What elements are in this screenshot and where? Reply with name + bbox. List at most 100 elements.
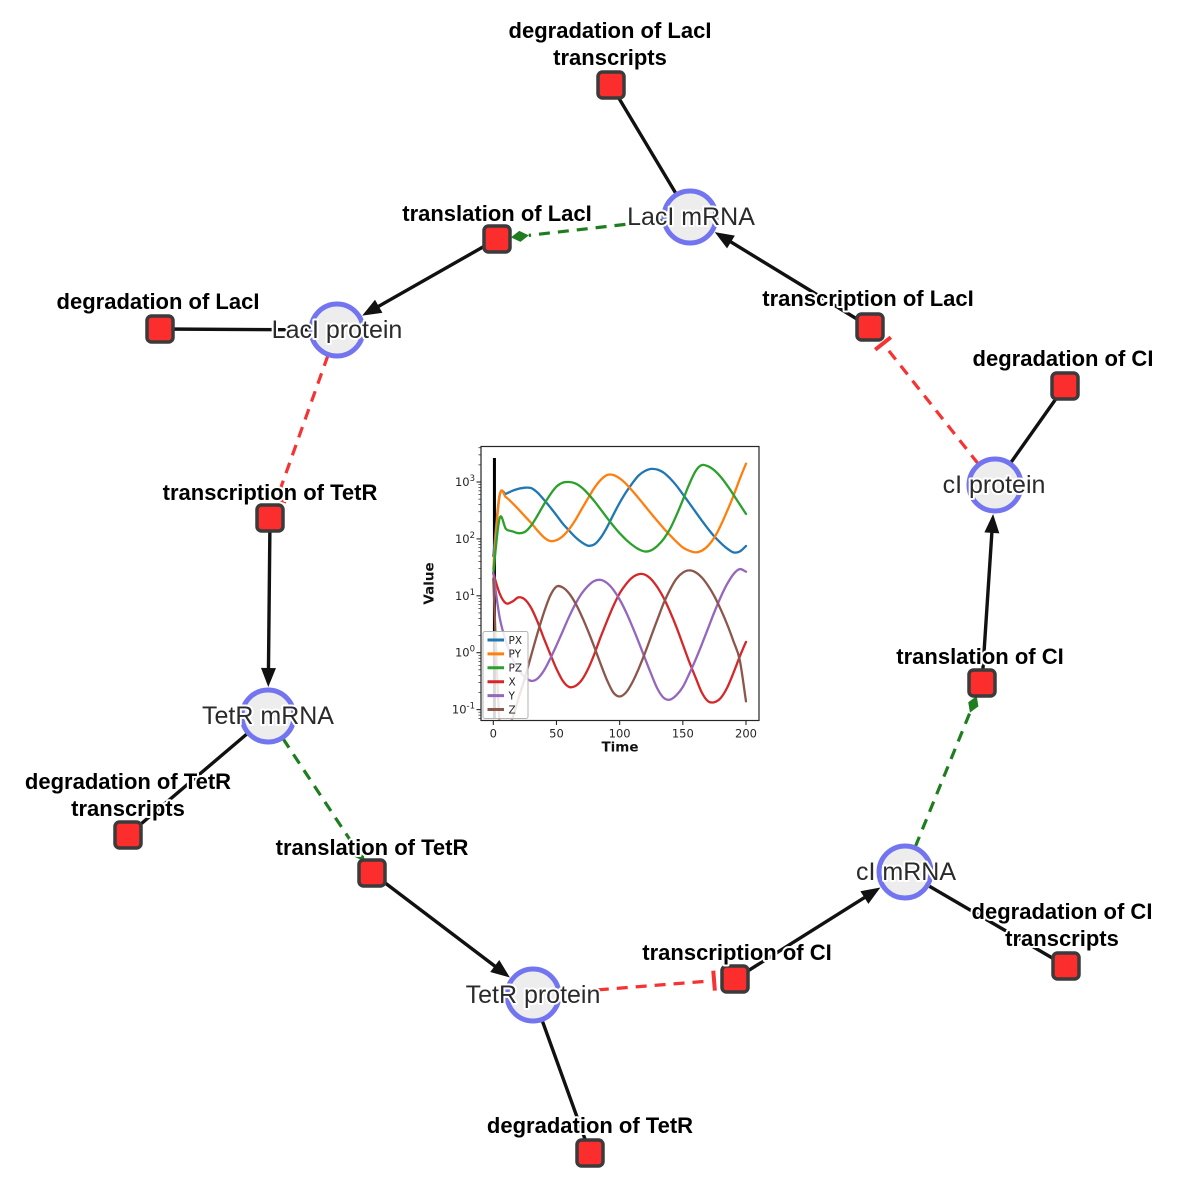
reaction-node-degradation-of-tetr[interactable] xyxy=(575,1138,605,1168)
series-Y xyxy=(492,567,748,701)
reaction-label-degradation-of-ci-transcripts: transcripts xyxy=(1005,926,1119,951)
reaction-label-translation-of-ci: translation of CI xyxy=(896,644,1063,669)
x-tick-label: 100 xyxy=(609,727,631,741)
species-node-tetr-mrna[interactable] xyxy=(239,687,297,745)
y-tick-label: 103 xyxy=(455,474,475,489)
legend-label-PY: PY xyxy=(509,649,522,661)
series-Z xyxy=(492,569,748,720)
species-label-laci-protein: LacI protein xyxy=(272,316,403,344)
series-X xyxy=(492,572,748,704)
reaction-label-degradation-of-laci-transcripts: transcripts xyxy=(553,45,667,70)
series-PY xyxy=(492,462,748,570)
edge-transcription-of-tetr-tetr-mrna xyxy=(260,516,276,688)
reaction-label-transcription-of-tetr: transcription of TetR xyxy=(163,480,378,505)
reaction-label-translation-of-tetr: translation of TetR xyxy=(276,835,469,860)
reaction-node-degradation-of-laci-transcripts[interactable] xyxy=(596,70,626,100)
species-node-ci-protein[interactable] xyxy=(966,456,1024,514)
inhibition-tee-icon xyxy=(266,492,288,504)
reaction-node-translation-of-laci[interactable] xyxy=(482,224,512,254)
arrowhead-icon xyxy=(984,513,1000,534)
edge-ci-mrna-translation-of-ci xyxy=(913,695,979,848)
edge-tetr-mrna-degradation-of-tetr-transcripts xyxy=(126,731,250,837)
edges-layer xyxy=(126,83,1068,1155)
y-tick-label: 100 xyxy=(455,645,475,660)
reaction-label-degradation-of-tetr-transcripts: transcripts xyxy=(71,796,185,821)
reaction-node-transcription-of-laci[interactable] xyxy=(855,312,885,342)
reaction-node-translation-of-ci[interactable] xyxy=(967,668,997,698)
reaction-label-degradation-of-laci: degradation of LacI xyxy=(57,289,260,314)
y-axis-label: Value xyxy=(422,562,438,604)
arrowhead-icon xyxy=(362,299,383,316)
reaction-node-degradation-of-ci[interactable] xyxy=(1050,371,1080,401)
species-label-tetr-protein: TetR protein xyxy=(466,981,601,1009)
species-node-laci-mrna[interactable] xyxy=(661,188,719,246)
reaction-node-transcription-of-tetr[interactable] xyxy=(255,503,285,533)
reaction-label-degradation-of-tetr: degradation of TetR xyxy=(487,1113,693,1138)
species-label-tetr-mrna: TetR mRNA xyxy=(202,702,334,730)
diamond-arrowhead-icon xyxy=(510,230,529,242)
series-layer xyxy=(492,462,748,720)
edge-tetr-protein-degradation-of-tetr xyxy=(540,1018,592,1155)
diamond-arrowhead-icon xyxy=(968,695,979,713)
reaction-label-degradation-of-laci-transcripts: degradation of LacI xyxy=(509,18,712,43)
reaction-node-translation-of-tetr[interactable] xyxy=(357,858,387,888)
labels-layer: LacI mRNA LacI protein cI protein TetR mRNA… xyxy=(23,16,1156,1140)
reaction-label-degradation-of-ci-transcripts: degradation of CI xyxy=(972,899,1153,924)
reaction-node-transcription-of-ci[interactable] xyxy=(720,964,750,994)
reaction-label-translation-of-laci: translation of LacI xyxy=(402,201,591,226)
y-tick-label: 101 xyxy=(455,588,475,603)
series-PZ xyxy=(492,463,748,575)
x-tick-label: 150 xyxy=(672,727,694,741)
arrowhead-icon xyxy=(260,667,276,688)
legend-label-PX: PX xyxy=(509,635,523,647)
species-label-ci-protein: cI protein xyxy=(943,471,1046,499)
edge-laci-protein-degradation-of-laci xyxy=(158,327,312,332)
x-tick-label: 0 xyxy=(490,727,497,741)
edge-tetr-protein-transcription-of-ci xyxy=(559,970,717,995)
diamond-arrowhead-icon xyxy=(354,846,365,862)
arrowhead-icon xyxy=(714,232,735,249)
species-node-tetr-protein[interactable] xyxy=(504,966,562,1024)
edge-laci-mrna-translation-of-laci xyxy=(510,218,664,242)
inhibition-tee-icon xyxy=(711,970,717,991)
x-tick-label: 50 xyxy=(549,727,564,741)
reaction-label-transcription-of-ci: transcription of CI xyxy=(642,940,831,965)
arrowhead-icon xyxy=(490,960,510,978)
y-tick-label: 102 xyxy=(455,531,475,546)
edge-tetr-mrna-translation-of-tetr xyxy=(281,737,365,862)
reaction-label-degradation-of-tetr-transcripts: degradation of TetR xyxy=(25,769,231,794)
edge-transcription-of-ci-ci-mrna xyxy=(733,887,881,981)
x-tick-label: 200 xyxy=(735,727,757,741)
reaction-label-degradation-of-ci: degradation of CI xyxy=(973,346,1154,371)
legend-label-Y: Y xyxy=(508,690,516,702)
reaction-label-transcription-of-laci: transcription of LacI xyxy=(762,286,973,311)
y-tick-label: 10-1 xyxy=(452,702,475,717)
edge-ci-mrna-degradation-of-ci-transcripts xyxy=(926,883,1068,968)
legend-label-Z: Z xyxy=(509,704,516,716)
edge-transcription-of-laci-laci-mrna xyxy=(714,232,872,329)
edge-translation-of-tetr-tetr-protein xyxy=(370,871,510,978)
x-axis-label: Time xyxy=(601,740,638,756)
arrowhead-icon xyxy=(860,887,881,904)
legend-label-X: X xyxy=(509,677,516,689)
reaction-node-degradation-of-tetr-transcripts[interactable] xyxy=(113,820,143,850)
reaction-node-degradation-of-ci-transcripts[interactable] xyxy=(1051,951,1081,981)
edge-translation-of-laci-laci-protein xyxy=(362,237,499,316)
species-label-ci-mrna: cI mRNA xyxy=(856,858,956,886)
species-node-ci-mrna[interactable] xyxy=(876,843,934,901)
edge-laci-protein-transcription-of-tetr xyxy=(266,354,330,504)
nodes-layer xyxy=(113,70,1081,1168)
reaction-node-degradation-of-laci[interactable] xyxy=(145,314,175,344)
species-label-laci-mrna: LacI mRNA xyxy=(627,203,755,231)
species-node-laci-protein[interactable] xyxy=(308,301,366,359)
inhibition-tee-icon xyxy=(873,335,893,352)
legend-label-PZ: PZ xyxy=(509,663,523,675)
legend: PX PY PZ XYZ xyxy=(482,631,529,719)
series-PX xyxy=(492,467,748,558)
edge-ci-protein-transcription-of-laci xyxy=(873,335,980,465)
edge-laci-mrna-degradation-of-laci-transcripts xyxy=(609,83,678,196)
edge-translation-of-ci-ci-protein xyxy=(980,513,1000,685)
